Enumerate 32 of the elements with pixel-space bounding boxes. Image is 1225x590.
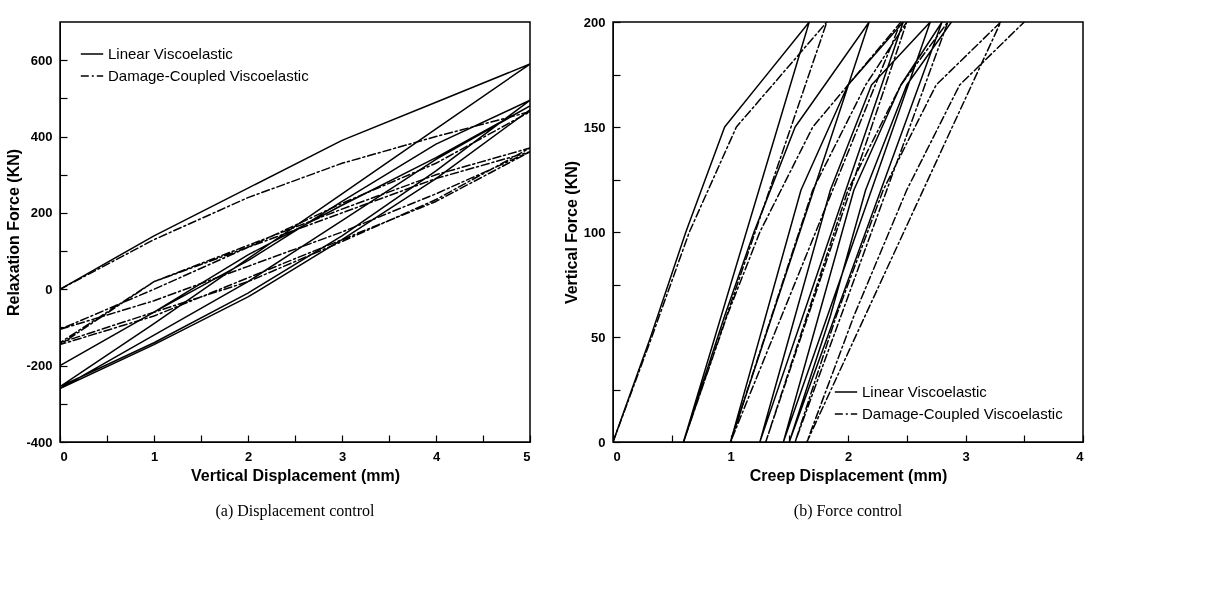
y-tick-label: 0 <box>598 434 606 450</box>
y-tick-label: 150 <box>583 119 606 135</box>
x-tick-label: 3 <box>338 448 347 464</box>
x-axis-title: Creep Displacement (mm) <box>749 466 948 484</box>
y-tick-label: -400 <box>26 434 53 450</box>
y-axis-title: Vertical Force (KN) <box>562 160 580 305</box>
x-tick-label: 1 <box>150 448 159 464</box>
text: (a) Displacement control <box>215 502 376 520</box>
y-axis-title: Relaxation Force (KN) <box>5 148 23 317</box>
y-tick-label: 100 <box>583 224 606 240</box>
x-tick-label: 0 <box>60 448 68 464</box>
y-tick-label: 600 <box>30 52 53 68</box>
x-tick-label: 5 <box>523 448 531 464</box>
x-tick-label: 2 <box>244 448 253 464</box>
x-tick-label: 4 <box>432 448 441 464</box>
text: (b) Force control <box>793 502 903 520</box>
x-tick-label: 3 <box>962 448 970 464</box>
x-axis-title: Vertical Displacement (mm) <box>191 466 400 484</box>
legend-label: Damage-Coupled Viscoelastic <box>862 405 1064 422</box>
x-tick-label: 1 <box>727 448 735 464</box>
legend-label: Linear Viscoelastic <box>862 383 988 400</box>
legend-label: Linear Viscoelastic <box>108 45 234 62</box>
y-tick-label: 200 <box>30 205 53 221</box>
y-tick-label: 50 <box>591 329 606 345</box>
y-tick-label: 400 <box>30 129 53 145</box>
legend-label: Damage-Coupled Viscoelastic <box>108 67 310 84</box>
x-tick-label: 2 <box>844 448 853 464</box>
y-tick-label: -200 <box>26 358 53 374</box>
x-tick-label: 0 <box>613 448 621 464</box>
x-tick-label: 4 <box>1076 448 1085 464</box>
y-tick-label: 0 <box>45 281 53 297</box>
y-tick-label: 200 <box>583 14 606 30</box>
